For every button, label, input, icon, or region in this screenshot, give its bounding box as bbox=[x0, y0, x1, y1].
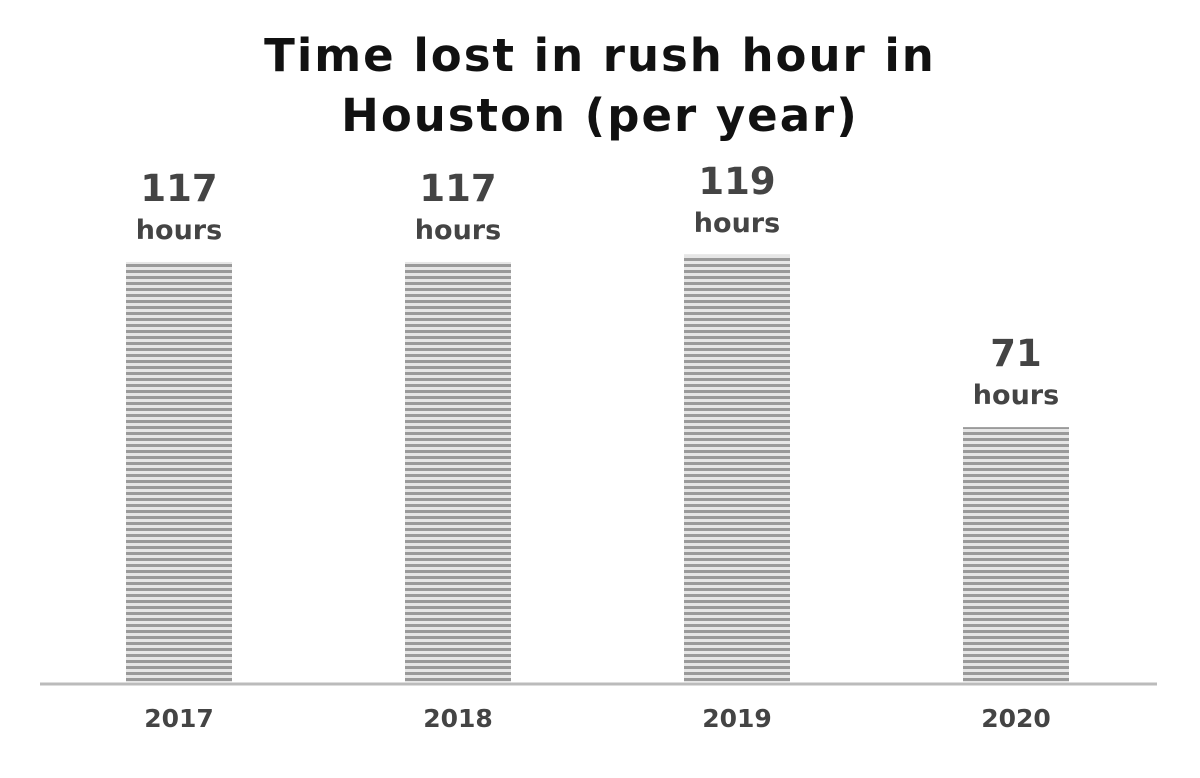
bar bbox=[126, 261, 232, 682]
bar bbox=[684, 254, 790, 683]
chart-title: Time lost in rush hour in Houston (per y… bbox=[264, 29, 936, 142]
value-label: 117 hours bbox=[135, 166, 223, 246]
value-label: 117 hours bbox=[414, 166, 502, 246]
value-label: 119 hours bbox=[693, 159, 781, 239]
x-tick-label: 2020 bbox=[981, 704, 1051, 733]
bar bbox=[405, 261, 511, 682]
bar bbox=[963, 427, 1069, 682]
x-tick-label: 2017 bbox=[144, 704, 214, 733]
x-tick-label: 2019 bbox=[702, 704, 772, 733]
x-tick-label: 2018 bbox=[423, 704, 493, 733]
value-label: 71 hours bbox=[972, 332, 1060, 412]
